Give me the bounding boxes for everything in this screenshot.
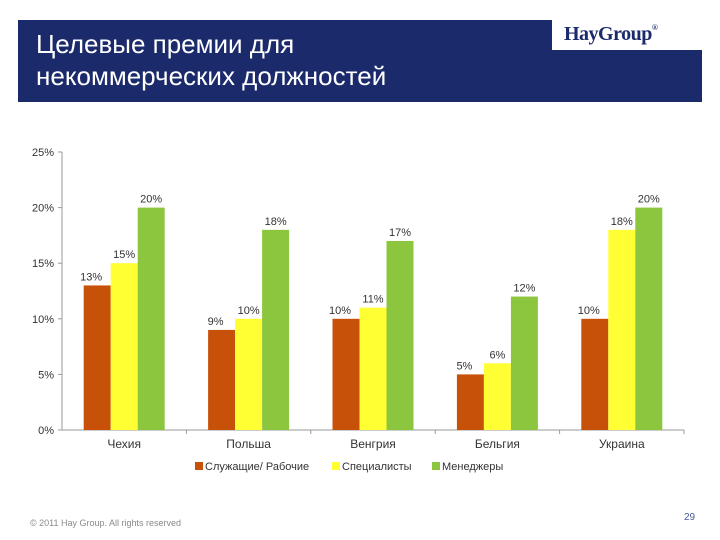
bar xyxy=(262,229,290,430)
bar xyxy=(386,240,414,430)
bar xyxy=(235,318,263,430)
logo-name: HayGroup xyxy=(564,23,652,45)
x-tick-label: Бельгия xyxy=(475,437,520,451)
data-label: 10% xyxy=(329,305,351,317)
bar xyxy=(581,318,609,430)
data-label: 20% xyxy=(638,194,660,206)
x-tick-label: Польша xyxy=(226,437,271,451)
y-tick-label: 10% xyxy=(32,314,54,326)
slide-header: Целевые премии для некоммерческих должно… xyxy=(18,20,702,102)
bar xyxy=(359,307,387,430)
bar xyxy=(510,296,538,430)
x-tick-label: Украина xyxy=(599,437,645,451)
copyright-footer: © 2011 Hay Group. All rights reserved xyxy=(30,518,182,528)
y-tick-label: 25% xyxy=(32,147,54,159)
bar xyxy=(110,263,138,430)
data-label: 13% xyxy=(80,271,102,283)
data-label: 5% xyxy=(456,360,472,372)
data-label: 9% xyxy=(208,316,224,328)
x-tick-label: Чехия xyxy=(107,437,141,451)
logo: HayGroup® xyxy=(552,20,702,50)
data-label: 18% xyxy=(265,216,287,228)
y-tick-label: 5% xyxy=(38,369,54,381)
bar xyxy=(137,207,165,430)
slide-title: Целевые премии для некоммерческих должно… xyxy=(36,29,387,91)
x-tick-label: Венгрия xyxy=(350,437,396,451)
logo-text: HayGroup® xyxy=(564,23,658,46)
data-label: 10% xyxy=(578,305,600,317)
legend-swatch xyxy=(432,462,440,470)
legend-label: Специалисты xyxy=(342,461,412,473)
y-tick-label: 20% xyxy=(32,203,54,215)
bar xyxy=(483,363,511,430)
legend-label: Служащие/ Рабочие xyxy=(205,461,309,473)
logo-registered-mark: ® xyxy=(651,23,658,32)
data-label: 10% xyxy=(238,305,260,317)
y-tick-label: 15% xyxy=(32,258,54,270)
data-label: 15% xyxy=(113,249,135,261)
bar xyxy=(208,329,236,430)
y-tick-label: 0% xyxy=(38,425,54,437)
legend-swatch xyxy=(332,462,340,470)
data-label: 18% xyxy=(611,216,633,228)
data-label: 6% xyxy=(489,349,505,361)
bar xyxy=(635,207,663,430)
data-label: 20% xyxy=(140,194,162,206)
data-label: 11% xyxy=(362,294,383,306)
legend-label: Менеджеры xyxy=(442,461,503,473)
bar-chart: 0% 5% 10% 15% 20% 25% 13% 15% 20% Чехия 9% 10% 18% По… xyxy=(32,147,685,473)
data-label: 17% xyxy=(389,227,411,239)
page-number: 29 xyxy=(684,512,696,523)
bar xyxy=(456,374,484,430)
data-label: 12% xyxy=(513,283,535,295)
legend-swatch xyxy=(195,462,203,470)
bar xyxy=(332,318,360,430)
bar xyxy=(608,229,636,430)
bar xyxy=(83,285,111,430)
